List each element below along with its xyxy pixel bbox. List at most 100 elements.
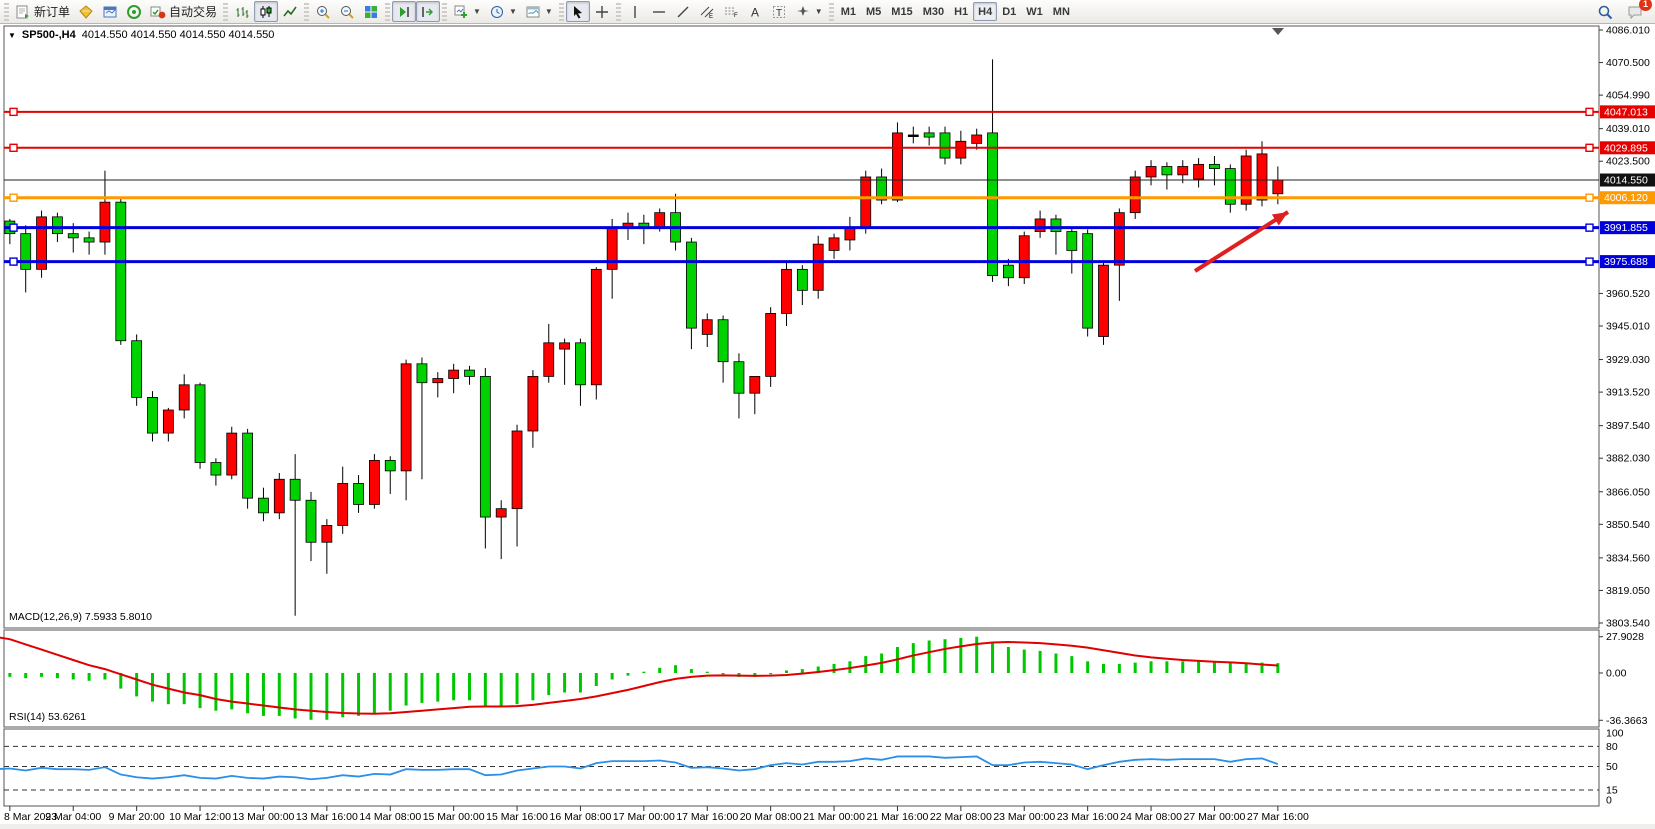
line-handle[interactable]	[1585, 223, 1594, 232]
autotrading-button[interactable]: 自动交易	[146, 1, 221, 22]
candle-body	[1034, 218, 1046, 232]
price-tick-label: 3882.030	[1606, 453, 1650, 465]
candle-body	[781, 268, 792, 314]
auto-scroll-button[interactable]	[392, 1, 417, 22]
candle-body	[162, 409, 174, 434]
timeframe-m1-button[interactable]: M1	[840, 5, 856, 18]
price-badge-label: 4047.013	[1604, 106, 1648, 118]
timeframe-w1-button[interactable]: W1	[1026, 5, 1043, 18]
community-button[interactable]	[98, 1, 122, 22]
candle-body	[543, 342, 555, 377]
chart-shift-button[interactable]	[416, 1, 441, 22]
template-icon	[526, 6, 540, 17]
fibonacci-button[interactable]: F	[719, 1, 743, 22]
macd-signal-line	[0, 636, 1278, 715]
ohlc-readout: 4014.550 4014.550 4014.550 4014.550	[81, 29, 275, 41]
line-handle[interactable]	[9, 107, 18, 117]
chart-canvas[interactable]: 4086.010 4070.500 4054.990 4039.010 4023.500…	[0, 24, 1655, 829]
price-tick-label: 3866.050	[1606, 486, 1650, 498]
line-handle[interactable]	[1585, 143, 1594, 153]
candle-body	[923, 132, 935, 138]
horizontal-line-button[interactable]	[647, 1, 671, 22]
greencircle-icon	[127, 4, 142, 19]
time-tick-label: 8 Mar 2023	[4, 811, 57, 823]
vertical-line-button[interactable]	[623, 1, 647, 22]
candle-body	[368, 459, 380, 505]
line-chart-button[interactable]	[278, 1, 302, 22]
fibo-icon: F	[724, 7, 738, 19]
arrows-icon	[796, 5, 809, 16]
search-button[interactable]	[1593, 1, 1617, 22]
candle-body	[321, 525, 333, 543]
chevron-down-icon[interactable]: ▼	[544, 7, 553, 16]
chart-shift-marker[interactable]	[1272, 28, 1284, 35]
cursor-button[interactable]	[565, 1, 590, 22]
time-tick-label: 16 Mar 08:00	[550, 811, 612, 823]
timeframe-mn-button[interactable]: MN	[1052, 5, 1070, 18]
timeframe-m5-button[interactable]: M5	[866, 5, 882, 18]
label-button[interactable]: T	[767, 1, 791, 22]
timeframe-m15-button[interactable]: M15	[891, 5, 913, 18]
line-handle[interactable]	[1585, 193, 1594, 202]
rsi-line	[0, 755, 1279, 781]
price-tick-label: 4039.010	[1606, 123, 1650, 135]
line-handle[interactable]	[1585, 107, 1594, 117]
trendline-icon	[677, 6, 689, 17]
zoomout-icon	[341, 5, 354, 19]
price-tick-label: 3834.560	[1606, 552, 1650, 564]
new-order-button[interactable]: 新订单	[11, 1, 74, 22]
tile-windows-button[interactable]	[359, 1, 383, 22]
candlestick-chart-button[interactable]	[254, 1, 279, 22]
channel-button[interactable]: E	[695, 1, 719, 22]
price-tick-label: 3913.520	[1606, 387, 1650, 399]
chevron-down-icon[interactable]: ▼	[508, 7, 517, 16]
bar-chart-button[interactable]	[230, 1, 254, 22]
time-tick-label: 23 Mar 00:00	[993, 811, 1055, 823]
timeframe-d1-button[interactable]: D1	[1002, 5, 1017, 18]
candle-body	[495, 508, 507, 518]
time-tick-label: 20 Mar 08:00	[740, 811, 802, 823]
line-handle[interactable]	[9, 257, 18, 266]
templates-button[interactable]: ▼	[521, 1, 557, 22]
candle-body	[860, 176, 872, 228]
new-chart-button[interactable]: ▼	[449, 1, 485, 22]
timeframe-m30-button[interactable]: M30	[922, 5, 945, 18]
candle-body	[1082, 233, 1094, 329]
arrow-annotation[interactable]	[1193, 210, 1290, 273]
price-tick-label: 4023.500	[1606, 156, 1650, 168]
candle-body	[511, 430, 523, 510]
time-tick-label: 22 Mar 08:00	[930, 811, 992, 823]
chart-menu-icon[interactable]: ▼	[8, 30, 16, 40]
market-button[interactable]	[74, 1, 98, 22]
candle-body	[115, 201, 127, 342]
candle-body	[289, 478, 301, 501]
chevron-down-icon[interactable]: ▼	[473, 7, 481, 16]
line-handle[interactable]	[9, 193, 18, 202]
chevron-down-icon[interactable]: ▼	[814, 7, 823, 16]
line-handle[interactable]	[1585, 257, 1594, 266]
timeframe-h4-button[interactable]: H4	[973, 2, 998, 21]
price-tick-label: 3850.540	[1606, 519, 1650, 531]
svg-text:A: A	[751, 5, 759, 19]
line-handle[interactable]	[9, 143, 18, 153]
zoomin-icon	[317, 5, 330, 19]
periods-button[interactable]: ▼	[485, 1, 521, 22]
candle-body	[876, 176, 887, 201]
chat-button[interactable]: 1	[1623, 0, 1652, 22]
text-button[interactable]: A	[743, 1, 767, 22]
candle-body	[384, 459, 396, 472]
autoscroll-icon	[400, 6, 409, 17]
price-badge	[1600, 105, 1655, 119]
trendline-button[interactable]	[671, 1, 695, 22]
line-handle[interactable]	[9, 223, 18, 232]
zoom-out-button[interactable]	[335, 1, 359, 22]
crosshair-button[interactable]	[590, 1, 614, 22]
price-badge-label: 3991.855	[1604, 222, 1648, 234]
rsi-tick-label: 0	[1606, 795, 1612, 807]
zoom-in-button[interactable]	[311, 1, 335, 22]
price-badge-label: 4014.550	[1604, 175, 1648, 187]
candle-body	[178, 384, 190, 411]
signals-button[interactable]	[122, 1, 146, 22]
timeframe-h1-button[interactable]: H1	[954, 5, 969, 18]
arrows-button[interactable]: ▼	[791, 1, 827, 22]
